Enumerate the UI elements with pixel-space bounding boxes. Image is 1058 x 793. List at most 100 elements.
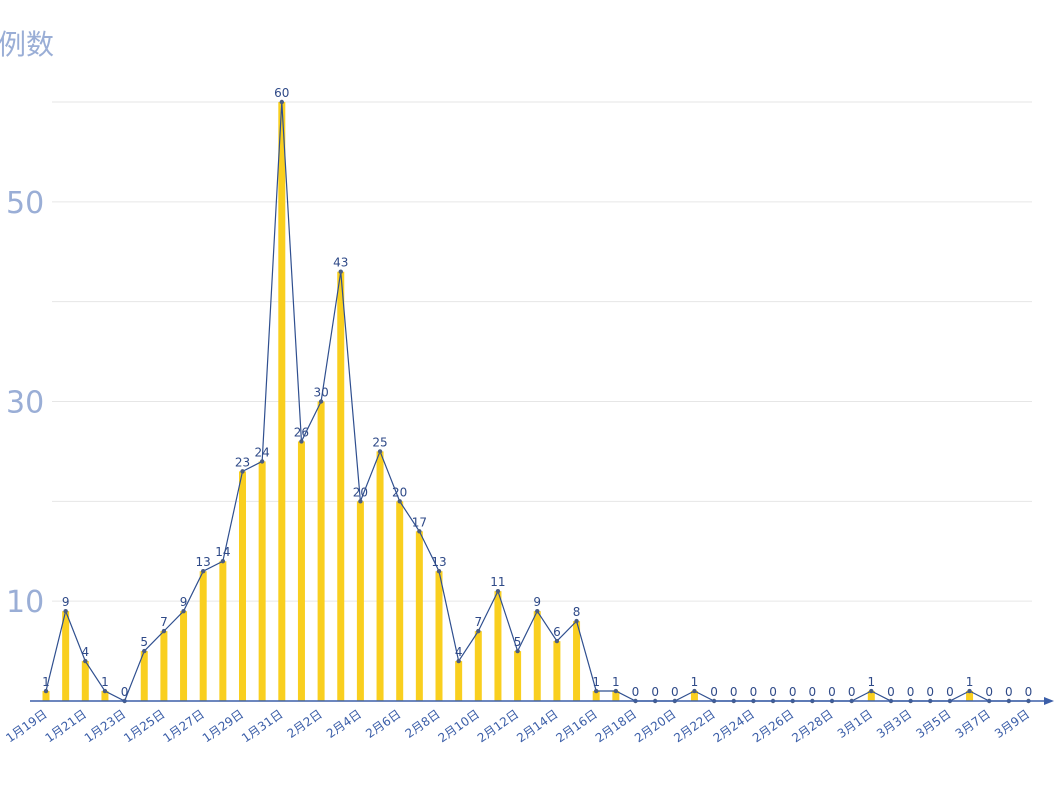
bar <box>553 641 561 701</box>
bar <box>278 102 286 701</box>
x-tick-label: 2月4日 <box>324 707 364 741</box>
bar <box>219 561 227 701</box>
data-label: 4 <box>81 645 89 659</box>
data-label: 9 <box>180 595 188 609</box>
data-label: 11 <box>490 575 505 589</box>
bar <box>612 691 620 701</box>
data-label: 0 <box>926 685 934 699</box>
data-label: 7 <box>160 615 168 629</box>
bar <box>592 691 600 701</box>
data-point <box>574 618 579 624</box>
data-label: 9 <box>533 595 541 609</box>
data-label: 0 <box>848 685 856 699</box>
data-label: 0 <box>1005 685 1013 699</box>
bar <box>396 501 404 701</box>
data-label: 0 <box>671 685 679 699</box>
data-label: 0 <box>710 685 718 699</box>
data-point <box>495 588 501 594</box>
data-point <box>515 648 520 654</box>
data-label: 13 <box>431 555 446 569</box>
data-point <box>83 658 88 664</box>
data-label: 17 <box>412 515 427 529</box>
data-labels: 1941057913142324602630432025201713471159… <box>42 86 1032 699</box>
data-label: 6 <box>553 625 561 639</box>
data-label: 23 <box>235 455 250 469</box>
data-label: 1 <box>101 675 109 689</box>
data-point <box>967 688 972 694</box>
data-label: 0 <box>985 685 993 699</box>
x-tick-label: 1月25日 <box>121 707 167 745</box>
data-label: 43 <box>333 256 348 270</box>
data-label: 20 <box>392 485 407 499</box>
data-point <box>142 648 147 654</box>
data-label: 25 <box>372 435 387 449</box>
x-tick-label: 3月1日 <box>835 707 875 741</box>
data-point <box>377 449 383 454</box>
data-label: 0 <box>828 685 836 699</box>
x-tick-label: 3月9日 <box>992 707 1032 741</box>
data-label: 13 <box>196 555 211 569</box>
data-point <box>299 439 304 444</box>
data-point <box>43 688 49 694</box>
data-point <box>220 559 226 564</box>
data-point <box>417 529 422 534</box>
x-tick-label: 3月5日 <box>913 707 953 741</box>
data-label: 0 <box>809 685 817 699</box>
bar <box>160 631 168 701</box>
x-tick-label: 2月26日 <box>750 707 796 745</box>
x-tick-label: 2月12日 <box>475 707 521 745</box>
bar <box>199 571 207 701</box>
data-point <box>456 658 461 664</box>
bar <box>435 571 443 701</box>
x-axis-arrow-icon <box>1044 697 1054 705</box>
bar <box>42 691 50 701</box>
data-point <box>259 459 265 464</box>
bar <box>867 691 875 701</box>
y-axis-label: 例数 <box>0 28 54 61</box>
x-tick-label: 2月14日 <box>514 707 560 745</box>
bar <box>297 441 305 701</box>
x-tick-label: 2月20日 <box>632 707 678 745</box>
bar <box>239 471 246 701</box>
x-tick-label: 2月16日 <box>553 707 599 745</box>
data-point <box>869 688 874 694</box>
y-tick-labels: 10 30 50 <box>6 186 44 620</box>
bar <box>415 531 423 701</box>
data-point <box>613 688 619 694</box>
x-tick-label: 2月24日 <box>711 707 757 745</box>
grid-lines <box>52 101 1032 602</box>
bar <box>258 461 266 701</box>
bar <box>474 631 482 701</box>
data-label: 26 <box>294 425 309 439</box>
data-label: 0 <box>121 685 129 699</box>
bar <box>356 501 364 701</box>
data-label: 5 <box>140 635 148 649</box>
data-label: 60 <box>274 86 289 100</box>
x-tick-label: 1月31日 <box>239 707 285 745</box>
x-tick-label: 3月3日 <box>874 707 914 741</box>
bar <box>376 451 384 701</box>
data-label: 4 <box>455 645 463 659</box>
bar <box>455 661 463 701</box>
data-label: 0 <box>789 685 797 699</box>
x-tick-label: 1月19日 <box>3 707 49 745</box>
x-tick-label: 1月29日 <box>200 707 246 745</box>
bar <box>494 591 502 701</box>
x-tick-label: 1月27日 <box>160 707 206 745</box>
bar <box>514 651 522 701</box>
data-label: 0 <box>651 685 659 699</box>
x-tick-label: 2月2日 <box>285 707 325 741</box>
data-label: 0 <box>750 685 758 699</box>
data-label: 7 <box>474 615 482 629</box>
data-label: 1 <box>42 675 50 689</box>
data-point <box>240 469 245 474</box>
x-tick-label: 2月18日 <box>593 707 639 745</box>
data-point <box>554 638 560 644</box>
data-label: 1 <box>592 675 600 689</box>
data-label: 1 <box>691 675 699 689</box>
data-label: 5 <box>514 635 522 649</box>
y-tick-label: 30 <box>6 386 44 421</box>
data-point <box>535 608 540 614</box>
x-tick-label: 2月10日 <box>436 707 482 745</box>
